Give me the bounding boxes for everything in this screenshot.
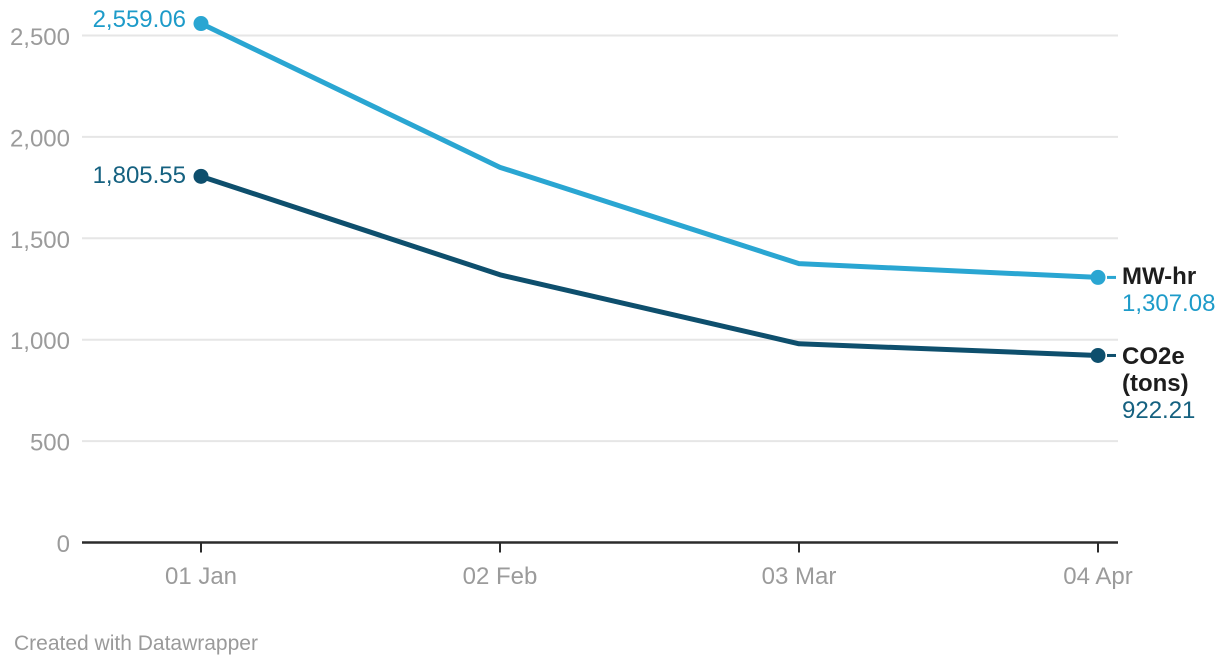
data-point-dot-co2e-tons xyxy=(1090,347,1106,363)
y-tick-label: 2,500 xyxy=(10,24,70,51)
first-value-label-mw-hr: 2,559.06 xyxy=(92,6,186,33)
series-name-co2e: CO2e (tons) xyxy=(1122,343,1189,397)
series-end-label-mw-hr: MW-hr 1,307.08 xyxy=(1122,263,1220,317)
data-point-dot-mw-hr xyxy=(193,16,209,32)
x-tick-label: 03 Mar xyxy=(762,563,837,590)
y-tick-label: 1,000 xyxy=(10,328,70,355)
series-line-mw-hr xyxy=(198,21,1101,280)
series-end-label-co2e: CO2e (tons) 922.21 xyxy=(1122,343,1220,424)
y-tick-label: 500 xyxy=(30,430,70,457)
series-line-co2e-tons xyxy=(198,173,1101,358)
series-name-mw-hr: MW-hr xyxy=(1122,263,1197,290)
y-tick-label: 2,000 xyxy=(10,125,70,152)
first-value-label-co2e: 1,805.55 xyxy=(92,162,186,189)
data-point-dot-co2e-tons xyxy=(193,168,209,184)
x-tick-label: 02 Feb xyxy=(463,563,538,590)
x-tick-label: 01 Jan xyxy=(165,563,237,590)
y-tick-label: 0 xyxy=(57,531,70,558)
datawrapper-credit: Created with Datawrapper xyxy=(14,632,258,655)
y-tick-label: 1,500 xyxy=(10,227,70,254)
x-tick-label: 04 Apr xyxy=(1063,563,1132,590)
data-point-dot-mw-hr xyxy=(1090,269,1106,285)
last-value-label-co2e: 922.21 xyxy=(1122,397,1196,424)
last-value-label-mw-hr: 1,307.08 xyxy=(1122,290,1216,317)
